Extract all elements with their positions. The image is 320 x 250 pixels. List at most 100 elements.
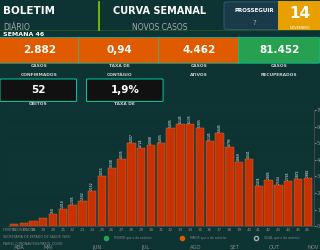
Text: 2.745: 2.745 <box>286 171 290 180</box>
Bar <box>20 223 28 226</box>
Text: 1.502: 1.502 <box>80 192 84 200</box>
Bar <box>137 148 145 226</box>
Text: 2.882: 2.882 <box>306 169 310 177</box>
Text: DIÁRIO: DIÁRIO <box>3 22 30 32</box>
Text: 4.462: 4.462 <box>183 46 216 56</box>
Text: CURVA SEMANAL: CURVA SEMANAL <box>113 6 207 16</box>
FancyBboxPatch shape <box>78 38 160 63</box>
Bar <box>245 159 253 226</box>
Text: JUN: JUN <box>92 244 101 250</box>
Text: 4.724: 4.724 <box>139 138 143 147</box>
Text: ÓBITOS: ÓBITOS <box>29 102 48 106</box>
FancyBboxPatch shape <box>0 38 80 63</box>
Text: SECRETARIA DE ESTADO DE SAÚDE (SES): SECRETARIA DE ESTADO DE SAÚDE (SES) <box>3 235 71 239</box>
Text: TAXA DE: TAXA DE <box>114 102 135 106</box>
Bar <box>215 132 224 226</box>
Text: 2.152: 2.152 <box>90 181 94 190</box>
Bar <box>255 186 263 226</box>
Text: ?: ? <box>252 20 256 26</box>
Text: TAXA DE: TAXA DE <box>109 64 130 68</box>
Bar <box>294 178 302 226</box>
Text: CASOS: CASOS <box>31 64 48 68</box>
Bar <box>49 214 57 226</box>
Text: CASOS: CASOS <box>191 64 208 68</box>
Text: NOVEMBRO: NOVEMBRO <box>289 26 310 30</box>
Text: FONTE DOS DADOS:: FONTE DOS DADOS: <box>3 228 36 232</box>
Text: 2.504: 2.504 <box>276 175 280 184</box>
Text: MAI: MAI <box>43 244 53 250</box>
Bar <box>235 162 243 226</box>
Text: 2.434: 2.434 <box>257 176 261 185</box>
Text: SEMANA 46: SEMANA 46 <box>3 32 44 37</box>
Text: 5.905: 5.905 <box>198 118 202 127</box>
Text: 5.895: 5.895 <box>169 118 172 127</box>
Text: OUT: OUT <box>268 244 280 250</box>
Text: 3.508: 3.508 <box>110 158 114 167</box>
Text: ATIVOS: ATIVOS <box>190 73 208 77</box>
Text: 5.645: 5.645 <box>218 123 221 132</box>
Text: 6.145: 6.145 <box>178 114 182 123</box>
Text: NOV: NOV <box>308 244 319 250</box>
FancyBboxPatch shape <box>86 79 163 102</box>
Bar <box>117 159 126 226</box>
Text: AGO: AGO <box>190 244 202 250</box>
Text: 4.795: 4.795 <box>228 137 231 145</box>
Text: CONTÁGIO: CONTÁGIO <box>106 73 132 77</box>
Text: RECUPERADOS: RECUPERADOS <box>261 73 298 77</box>
Bar <box>206 141 214 226</box>
Text: 750: 750 <box>51 207 55 213</box>
Bar <box>196 128 204 226</box>
Text: 14: 14 <box>289 6 310 21</box>
FancyBboxPatch shape <box>224 2 285 29</box>
Bar <box>78 201 87 226</box>
Bar <box>284 181 292 226</box>
Bar <box>68 204 77 226</box>
Text: 1.010: 1.010 <box>61 200 65 208</box>
Text: CONFIRMADOS: CONFIRMADOS <box>20 110 57 114</box>
Text: 81.452: 81.452 <box>259 46 300 56</box>
Text: 2.805: 2.805 <box>267 170 270 179</box>
FancyBboxPatch shape <box>238 38 320 63</box>
Text: 1.305: 1.305 <box>71 195 75 203</box>
FancyBboxPatch shape <box>278 1 320 30</box>
Text: IGUAL que o da anterior: IGUAL que o da anterior <box>264 236 300 240</box>
Text: 4.041: 4.041 <box>247 150 251 158</box>
Text: 6.135: 6.135 <box>188 114 192 123</box>
Text: 3.869: 3.869 <box>237 152 241 161</box>
Text: 5.145: 5.145 <box>208 131 212 140</box>
Bar <box>156 143 165 226</box>
Text: 0,94: 0,94 <box>106 46 132 56</box>
Bar <box>29 221 38 226</box>
Bar <box>39 218 47 226</box>
Bar <box>108 168 116 226</box>
Text: 5.005: 5.005 <box>159 133 163 142</box>
Bar <box>59 210 67 226</box>
Bar <box>186 124 194 226</box>
Text: 4.908: 4.908 <box>149 135 153 144</box>
Bar <box>10 224 18 226</box>
Text: 3.055: 3.055 <box>100 166 104 174</box>
Text: 2.882: 2.882 <box>23 46 56 56</box>
Text: ABR: ABR <box>14 244 25 250</box>
Text: CASOS: CASOS <box>271 64 288 68</box>
FancyBboxPatch shape <box>0 79 76 102</box>
Text: 5.007: 5.007 <box>129 133 133 142</box>
Text: 1,9%: 1,9% <box>110 85 139 95</box>
Text: 52: 52 <box>31 85 45 95</box>
Text: NOVOS CASOS: NOVOS CASOS <box>132 22 188 32</box>
Bar <box>225 146 234 226</box>
Text: JUL: JUL <box>141 244 149 250</box>
Bar <box>274 185 283 226</box>
Bar <box>304 178 312 226</box>
FancyBboxPatch shape <box>158 38 240 63</box>
Bar <box>264 180 273 226</box>
Text: MENOR que o da anterior: MENOR que o da anterior <box>114 236 151 240</box>
Text: LETALIDADE: LETALIDADE <box>110 110 140 114</box>
Text: PAINEL CORONAVÍRUS/PAROL COVID: PAINEL CORONAVÍRUS/PAROL COVID <box>3 242 63 246</box>
Text: BOLETIM: BOLETIM <box>3 6 55 16</box>
Bar <box>166 128 175 226</box>
Text: 4.035: 4.035 <box>120 150 124 158</box>
Bar <box>176 124 185 226</box>
Text: PROSSEGUIR: PROSSEGUIR <box>235 8 274 14</box>
Text: CONFIRMADOS: CONFIRMADOS <box>21 73 58 77</box>
